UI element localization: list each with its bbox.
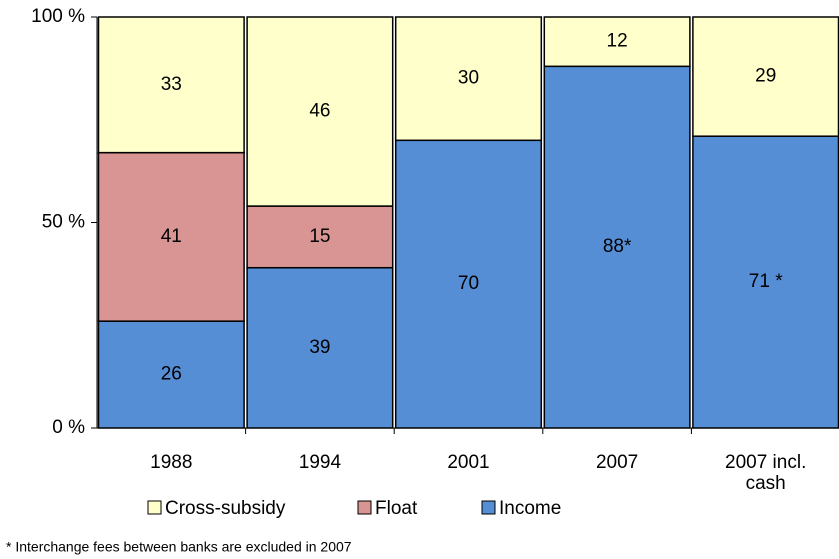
y-tick-label: 100 %: [31, 6, 85, 27]
data-label: 70: [458, 273, 479, 294]
data-label: 88*: [603, 236, 632, 257]
bar-segment: [543, 65, 691, 429]
x-tick-label: 2001: [447, 452, 490, 473]
y-tick-label: 50 %: [42, 212, 85, 233]
y-tick-label: 0 %: [52, 417, 85, 438]
bar-segment: [246, 16, 394, 207]
data-label: 33: [161, 74, 182, 95]
bar-segment: [246, 205, 394, 269]
bar-segment: [692, 16, 839, 137]
legend-swatch: [357, 500, 372, 515]
data-label: 71 *: [749, 271, 783, 292]
x-tick-label: 2007: [595, 452, 639, 473]
bar-segment: [543, 16, 691, 68]
bar-segment: [97, 151, 245, 322]
bar-segment: [692, 135, 839, 429]
legend-swatch: [481, 500, 496, 515]
bar-segment: [97, 16, 245, 154]
x-tick-label: 1988: [150, 452, 193, 473]
data-label: 29: [755, 66, 776, 87]
bar-segment: [97, 320, 245, 429]
data-label: 26: [161, 364, 182, 385]
data-label: 41: [161, 226, 182, 247]
legend-label: Cross-subsidy: [165, 498, 286, 519]
legend-swatch: [147, 500, 162, 515]
bar-segment: [394, 139, 543, 429]
data-label: 39: [309, 337, 330, 358]
legend-label: Income: [499, 498, 561, 519]
x-tick-label: 2007 incl. cash: [725, 452, 807, 494]
data-label: 30: [458, 68, 479, 89]
x-tick-label: 1994: [298, 452, 342, 473]
data-label: 46: [309, 101, 330, 122]
bar-segment: [394, 16, 543, 142]
footnote: * Interchange fees between banks are exc…: [6, 539, 352, 555]
bar-segment: [246, 266, 394, 429]
data-label: 12: [607, 31, 628, 52]
data-label: 15: [309, 226, 330, 247]
legend-label: Float: [375, 498, 418, 519]
